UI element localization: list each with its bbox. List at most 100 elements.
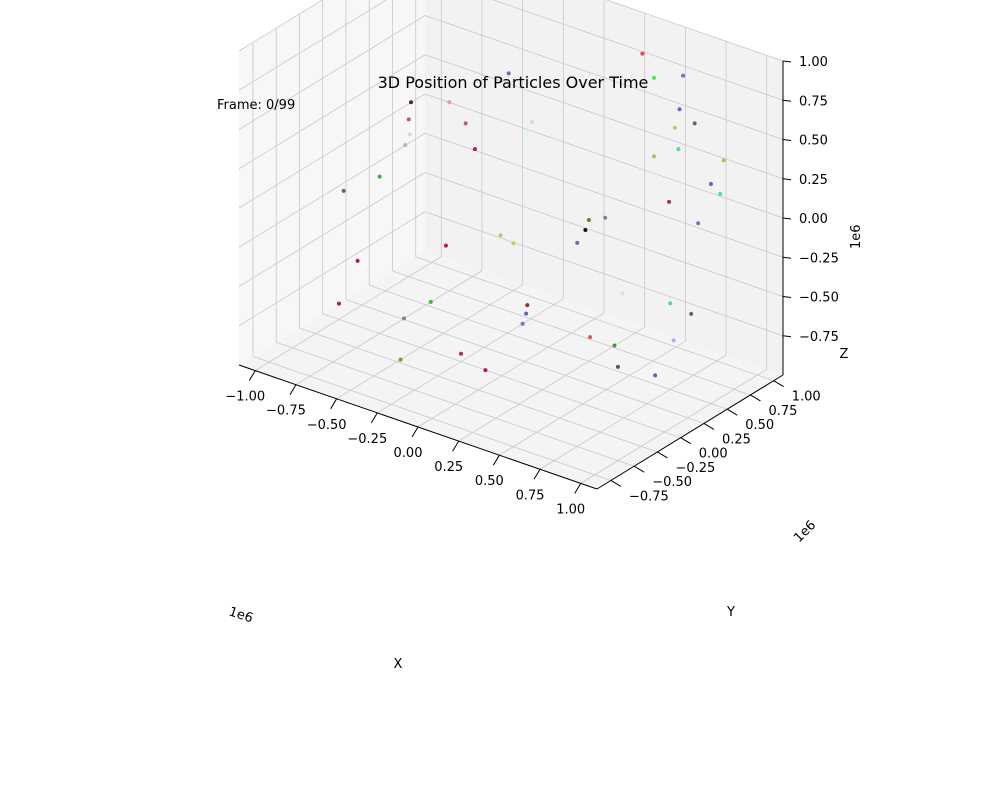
- z-tick-label: 0.50: [799, 134, 828, 149]
- z-grid-line: [424, 132, 784, 258]
- z-grid-line: [238, 211, 426, 327]
- z-grid-line: [238, 93, 426, 209]
- data-point: [586, 217, 591, 222]
- data-point: [525, 303, 530, 308]
- data-point: [377, 174, 382, 179]
- data-point: [409, 100, 414, 105]
- data-point: [355, 258, 360, 263]
- y-grid-line: [415, 256, 774, 382]
- data-point: [406, 117, 411, 122]
- data-point: [511, 241, 516, 246]
- data-point: [520, 321, 525, 326]
- z-tick: [782, 99, 792, 102]
- x-tick-label: −1.00: [225, 390, 265, 405]
- x-tick: [248, 370, 256, 381]
- data-point: [498, 233, 503, 238]
- scatter-points: [336, 51, 726, 378]
- x-grid-line: [580, 369, 767, 484]
- data-point: [336, 301, 341, 306]
- data-point: [651, 154, 656, 159]
- z-grid-line: [424, 54, 784, 180]
- y-grid-line: [369, 284, 728, 410]
- z-tick-label: −0.25: [799, 251, 839, 266]
- y-tick-label: −0.75: [629, 489, 669, 504]
- data-point: [640, 51, 645, 56]
- z-tick: [782, 178, 792, 181]
- x-grid-line: [255, 256, 442, 371]
- y-tick: [703, 423, 715, 430]
- data-point: [583, 228, 588, 233]
- y-tick-label: 0.75: [768, 404, 797, 419]
- x-grid-line: [539, 354, 727, 470]
- data-point: [398, 357, 403, 362]
- y-grid-line: [392, 270, 751, 396]
- x-grid-line: [499, 340, 686, 456]
- z-tick-label: −0.50: [799, 291, 839, 306]
- y-grid-line: [252, 356, 612, 481]
- data-point: [472, 147, 477, 152]
- z-tick: [782, 256, 792, 259]
- y-tick-label: 0.50: [745, 418, 774, 433]
- data-point: [651, 75, 656, 80]
- y-axis-line: [596, 374, 784, 490]
- y-tick-label: −0.50: [652, 475, 692, 490]
- z-grid-line: [238, 15, 426, 130]
- x-grid-line: [417, 312, 605, 428]
- y-tick-label: 1.00: [792, 390, 821, 405]
- z-grid-line: [424, 172, 784, 297]
- z-tick-label: 0.75: [799, 94, 828, 109]
- data-point: [428, 299, 433, 304]
- z-tick-label: 0.25: [799, 173, 828, 188]
- x-tick-label: −0.25: [347, 432, 387, 447]
- data-point: [718, 191, 723, 196]
- data-point: [676, 147, 681, 152]
- frame-annotation: Frame: 0/99: [217, 98, 295, 113]
- x-tick-label: 0.00: [394, 446, 423, 461]
- data-point: [671, 338, 676, 343]
- data-point: [483, 368, 488, 373]
- data-point: [525, 130, 530, 135]
- x-tick: [533, 469, 541, 480]
- data-point: [506, 71, 511, 76]
- data-point: [672, 125, 677, 130]
- z-tick-label: 1.00: [799, 55, 828, 70]
- z-grid-line: [424, 93, 784, 219]
- x-axis-multiplier: 1e6: [227, 605, 255, 627]
- data-point: [443, 243, 448, 248]
- z-tick: [782, 217, 792, 220]
- data-point: [603, 215, 608, 220]
- data-point: [575, 240, 580, 245]
- z-tick: [782, 296, 792, 298]
- y-grid-line: [299, 327, 658, 453]
- z-grid-line: [238, 0, 323, 52]
- data-point: [667, 199, 672, 204]
- x-tick: [370, 412, 378, 424]
- data-point: [402, 316, 407, 321]
- x-tick-label: 0.75: [516, 488, 545, 503]
- y-tick-label: 0.00: [699, 447, 728, 462]
- data-point: [588, 335, 593, 340]
- tick-labels: −1.00−0.75−0.50−0.250.000.250.500.751.00…: [225, 55, 838, 517]
- z-tick: [782, 335, 792, 338]
- y-axis-label: Y: [726, 605, 735, 620]
- z-tick: [782, 60, 792, 63]
- z-grid-line: [424, 211, 784, 337]
- y-tick-label: −0.25: [675, 461, 715, 476]
- data-point: [692, 121, 697, 126]
- z-grid-line: [238, 54, 426, 170]
- z-tick: [782, 139, 792, 141]
- data-point: [620, 291, 625, 296]
- x-tick: [289, 384, 297, 395]
- x-tick-label: 0.25: [434, 460, 463, 475]
- z-grid-line: [238, 0, 388, 91]
- data-point: [721, 158, 726, 163]
- y-tick-label: 0.25: [722, 432, 751, 447]
- x-tick: [411, 426, 419, 438]
- z-axis-multiplier: 1e6: [849, 224, 864, 249]
- y-tick: [633, 465, 645, 473]
- y-tick: [773, 380, 784, 388]
- data-point: [677, 107, 682, 112]
- grid-lines: [238, 0, 784, 484]
- x-tick-label: −0.50: [307, 418, 347, 433]
